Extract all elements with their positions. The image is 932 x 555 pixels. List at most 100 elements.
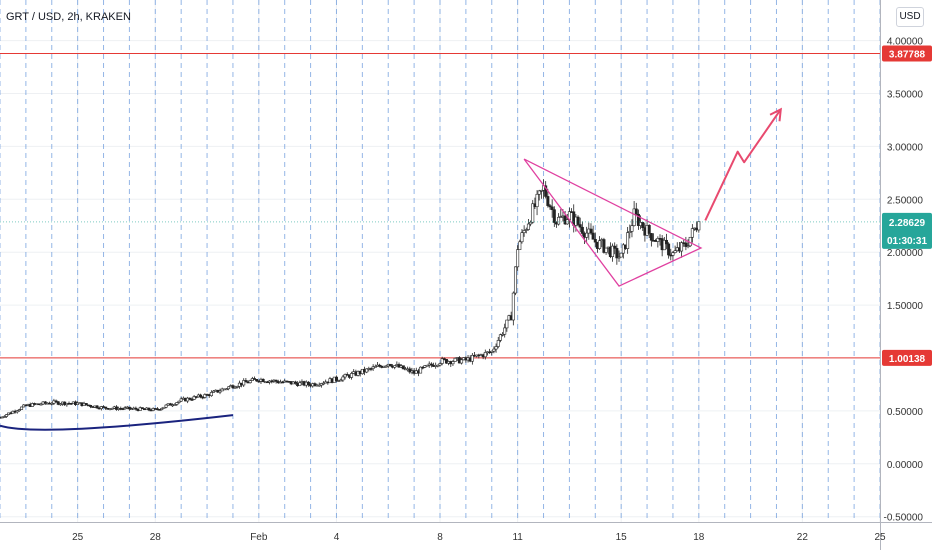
candle-body xyxy=(647,225,651,234)
y-tick-label: 3.00000 xyxy=(887,142,924,153)
candle-body xyxy=(190,399,194,401)
candle-body xyxy=(630,225,634,232)
candle-body xyxy=(313,383,317,386)
candle-body xyxy=(160,408,164,410)
candle-body xyxy=(490,350,494,353)
candle-body xyxy=(619,252,623,258)
bar-countdown-label: 01:30:31 xyxy=(887,236,927,247)
candle-body xyxy=(636,213,640,226)
candle-body xyxy=(212,390,216,393)
candle-body xyxy=(451,361,455,365)
horizontal-levels[interactable] xyxy=(0,53,880,359)
candle-body xyxy=(4,414,8,417)
y-tick-label: 3.50000 xyxy=(887,89,924,100)
candle-body xyxy=(585,232,589,238)
y-tick-label: 0.00000 xyxy=(887,460,924,471)
candle-body xyxy=(591,232,595,240)
candle-body xyxy=(175,402,179,405)
candle-body xyxy=(429,363,433,366)
candle-body xyxy=(378,364,382,367)
candle-body xyxy=(127,406,131,410)
candle-body xyxy=(231,385,235,389)
x-tick-label: 25 xyxy=(72,532,84,543)
candle-body xyxy=(526,223,530,230)
candle-body xyxy=(39,403,43,406)
candle-body xyxy=(369,368,373,370)
candle-body xyxy=(334,376,338,381)
candle-body xyxy=(110,407,114,410)
forecast-arrow-head xyxy=(769,107,782,122)
y-tick-label: 2.00000 xyxy=(887,248,924,259)
forecast-arrow-line xyxy=(704,108,782,221)
support-curve[interactable] xyxy=(0,414,234,431)
forecast-arrow[interactable] xyxy=(704,107,782,221)
candle-body xyxy=(20,406,24,410)
candle-body xyxy=(179,398,183,402)
candle-body xyxy=(544,185,548,197)
candle-body xyxy=(58,403,62,406)
candle-body xyxy=(255,379,259,382)
candle-body xyxy=(261,378,265,383)
y-tick-label: -0.50000 xyxy=(884,513,924,524)
candle-body xyxy=(224,388,228,391)
candle-body xyxy=(516,249,520,268)
x-tick-label: 15 xyxy=(616,532,628,543)
currency-button[interactable]: USD xyxy=(896,7,924,27)
candle-body xyxy=(440,358,444,364)
candle-body xyxy=(518,241,522,250)
triangle-pattern[interactable] xyxy=(523,158,703,287)
candle-body xyxy=(188,397,192,400)
candle-body xyxy=(138,407,142,411)
candle-body xyxy=(84,403,88,406)
candle-body xyxy=(345,374,349,376)
candle-body xyxy=(634,208,638,215)
candle-body xyxy=(505,319,509,329)
candle-body xyxy=(293,381,297,384)
candle-body xyxy=(550,206,554,210)
price-level-tag xyxy=(882,45,932,62)
x-tick-label: 22 xyxy=(797,532,809,543)
symbol-title[interactable]: GRT / USD, 2h, KRAKEN xyxy=(6,11,131,23)
candle-body xyxy=(274,379,278,382)
support-curve-line xyxy=(0,414,234,431)
candle-body xyxy=(697,221,701,231)
candle-body xyxy=(483,352,487,358)
candle-body xyxy=(613,245,617,249)
candle-body xyxy=(235,386,239,388)
candle-body xyxy=(520,232,524,243)
y-tick-label: 0.50000 xyxy=(887,407,924,418)
last-price-label: 2.28629 xyxy=(889,218,926,229)
candle-body xyxy=(453,357,457,362)
candle-body xyxy=(343,374,347,378)
candle-body xyxy=(511,292,515,321)
candle-body xyxy=(494,346,498,350)
triangle-outline xyxy=(523,158,703,287)
candles xyxy=(0,179,701,419)
last-price-tag xyxy=(882,212,932,249)
candle-body xyxy=(425,364,429,367)
candle-body xyxy=(513,266,517,294)
price-level-tag xyxy=(882,349,932,366)
candle-body xyxy=(298,382,302,387)
candle-body xyxy=(460,359,464,364)
candle-body xyxy=(192,396,196,400)
price-level-label: 3.87788 xyxy=(889,50,926,61)
candle-body xyxy=(626,232,630,249)
candle-body xyxy=(576,216,580,225)
candle-body xyxy=(140,407,144,410)
candle-body xyxy=(546,196,550,206)
candle-body xyxy=(134,407,138,410)
candle-body xyxy=(548,205,552,208)
candle-body xyxy=(281,381,285,384)
candle-body xyxy=(667,243,671,256)
candle-body xyxy=(641,222,645,228)
candle-body xyxy=(54,400,58,403)
y-tick-label: 1.50000 xyxy=(887,301,924,312)
candle-body xyxy=(537,190,541,195)
candle-body xyxy=(673,250,677,253)
candle-body xyxy=(173,404,177,406)
candle-body xyxy=(322,382,326,385)
candle-body xyxy=(177,400,181,403)
candle-body xyxy=(664,239,668,245)
